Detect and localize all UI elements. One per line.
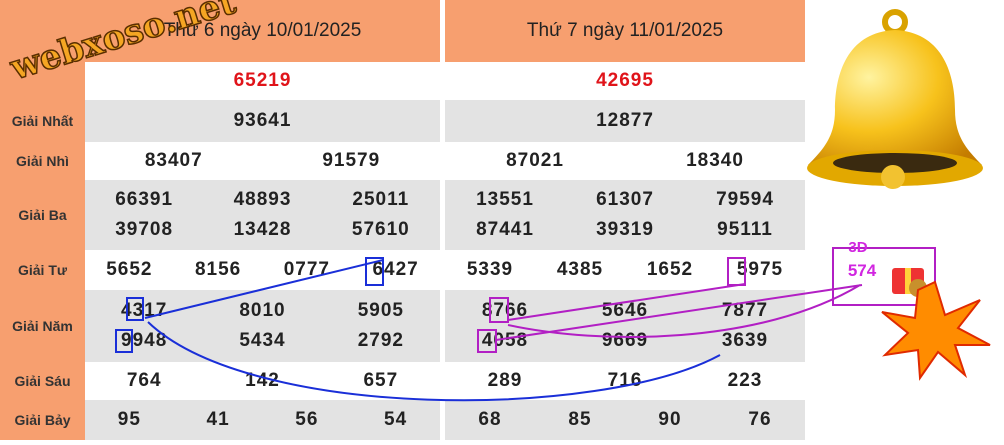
prize-number: 95111 xyxy=(717,219,773,240)
prize-cell: 83407 91579 xyxy=(85,142,440,180)
prize-label: Giải Nhất xyxy=(0,100,85,142)
prize-number: 9669 xyxy=(601,330,649,351)
prize-cell: 764 142 657 xyxy=(85,362,440,400)
prize-cell: 93641 xyxy=(85,100,440,142)
highlights xyxy=(115,247,936,402)
prize-number: 87441 xyxy=(476,219,534,240)
special-cell: 42695 xyxy=(445,62,805,100)
prize-number: 25011 xyxy=(352,189,410,210)
prize-number: 56 xyxy=(295,409,319,430)
special-label-cell xyxy=(0,62,85,100)
prize-number: 93641 xyxy=(233,110,292,131)
prediction-label: 3D xyxy=(848,239,867,256)
prize-number: 76 xyxy=(748,409,772,430)
header-label-cell xyxy=(0,0,85,62)
prize-number: 87021 xyxy=(506,150,564,171)
prediction-value: 574 xyxy=(848,261,877,280)
prize-number: 8010 xyxy=(239,300,286,321)
bell-icon xyxy=(807,9,983,189)
prize-cell: 5652 8156 0777 6427 xyxy=(85,250,440,290)
prize-number: 66391 xyxy=(115,189,174,210)
prize-number: 5652 xyxy=(106,259,153,280)
prize-label: Giải Nhì xyxy=(0,142,85,180)
prize-cell: 68 85 90 76 xyxy=(445,400,805,440)
prize-label: Giải Ba xyxy=(0,180,85,250)
prize-label: Giải Năm xyxy=(0,290,85,362)
prize-number: 39319 xyxy=(596,219,654,240)
prize-number: 68 xyxy=(478,409,502,430)
special-cell: 65219 xyxy=(85,62,440,100)
day-header: Thứ 7 ngày 11/01/2025 xyxy=(445,0,805,62)
special-prize: 42695 xyxy=(596,70,654,91)
prize-number: 716 xyxy=(607,370,643,391)
prize-number: 764 xyxy=(126,370,162,391)
prize-number: 39708 xyxy=(115,219,174,240)
prize-number: 8766 xyxy=(481,300,529,321)
prize-number: 8156 xyxy=(194,259,242,280)
prize-number: 91579 xyxy=(322,150,381,171)
prize-number: 223 xyxy=(727,370,763,391)
prize-number: 41 xyxy=(206,409,230,430)
prize-number: 3639 xyxy=(721,330,769,351)
prize-number: 95 xyxy=(117,409,141,430)
prize-number: 1652 xyxy=(646,259,694,280)
prize-number: 5434 xyxy=(239,330,286,351)
prize-number: 48893 xyxy=(233,189,292,210)
prize-number: 18340 xyxy=(686,150,744,171)
prize-number: 289 xyxy=(487,370,523,391)
prize-number: 5975 xyxy=(736,259,784,280)
prize-number: 79594 xyxy=(716,189,774,210)
prize-number: 5646 xyxy=(601,300,649,321)
prize-cell: 13551 61307 79594 87441 39319 95111 xyxy=(445,180,805,250)
prize-number: 90 xyxy=(658,409,682,430)
prize-number: 2792 xyxy=(357,330,404,351)
prize-number: 13428 xyxy=(233,219,292,240)
prize-cell: 12877 xyxy=(445,100,805,142)
prize-number: 4058 xyxy=(481,330,529,351)
prize-number: 61307 xyxy=(596,189,654,210)
prize-label: Giải Sáu xyxy=(0,362,85,400)
prize-number: 54 xyxy=(384,409,408,430)
prize-label: Giải Bảy xyxy=(0,400,85,440)
prize-cell: 87021 18340 xyxy=(445,142,805,180)
explosion-icon xyxy=(881,280,991,381)
prize-number: 13551 xyxy=(476,189,534,210)
prize-number: 5339 xyxy=(466,259,514,280)
prize-label: Giải Tư xyxy=(0,250,85,290)
prize-number: 12877 xyxy=(596,110,654,131)
prize-number: 57610 xyxy=(351,219,410,240)
prize-number: 4385 xyxy=(556,259,604,280)
prize-number: 0777 xyxy=(283,259,331,280)
prize-number: 5905 xyxy=(357,300,404,321)
day-header: Thứ 6 ngày 10/01/2025 xyxy=(85,0,440,62)
prize-cell: 66391 48893 25011 39708 13428 57610 xyxy=(85,180,440,250)
prize-cell: 95 41 56 54 xyxy=(85,400,440,440)
prize-cell: 289 716 223 xyxy=(445,362,805,400)
special-prize: 65219 xyxy=(233,70,292,91)
prize-number: 657 xyxy=(363,370,399,391)
prize-number: 85 xyxy=(568,409,592,430)
prize-number: 83407 xyxy=(144,150,203,171)
prize-cell: 4317 8010 5905 9948 5434 2792 xyxy=(85,290,440,362)
